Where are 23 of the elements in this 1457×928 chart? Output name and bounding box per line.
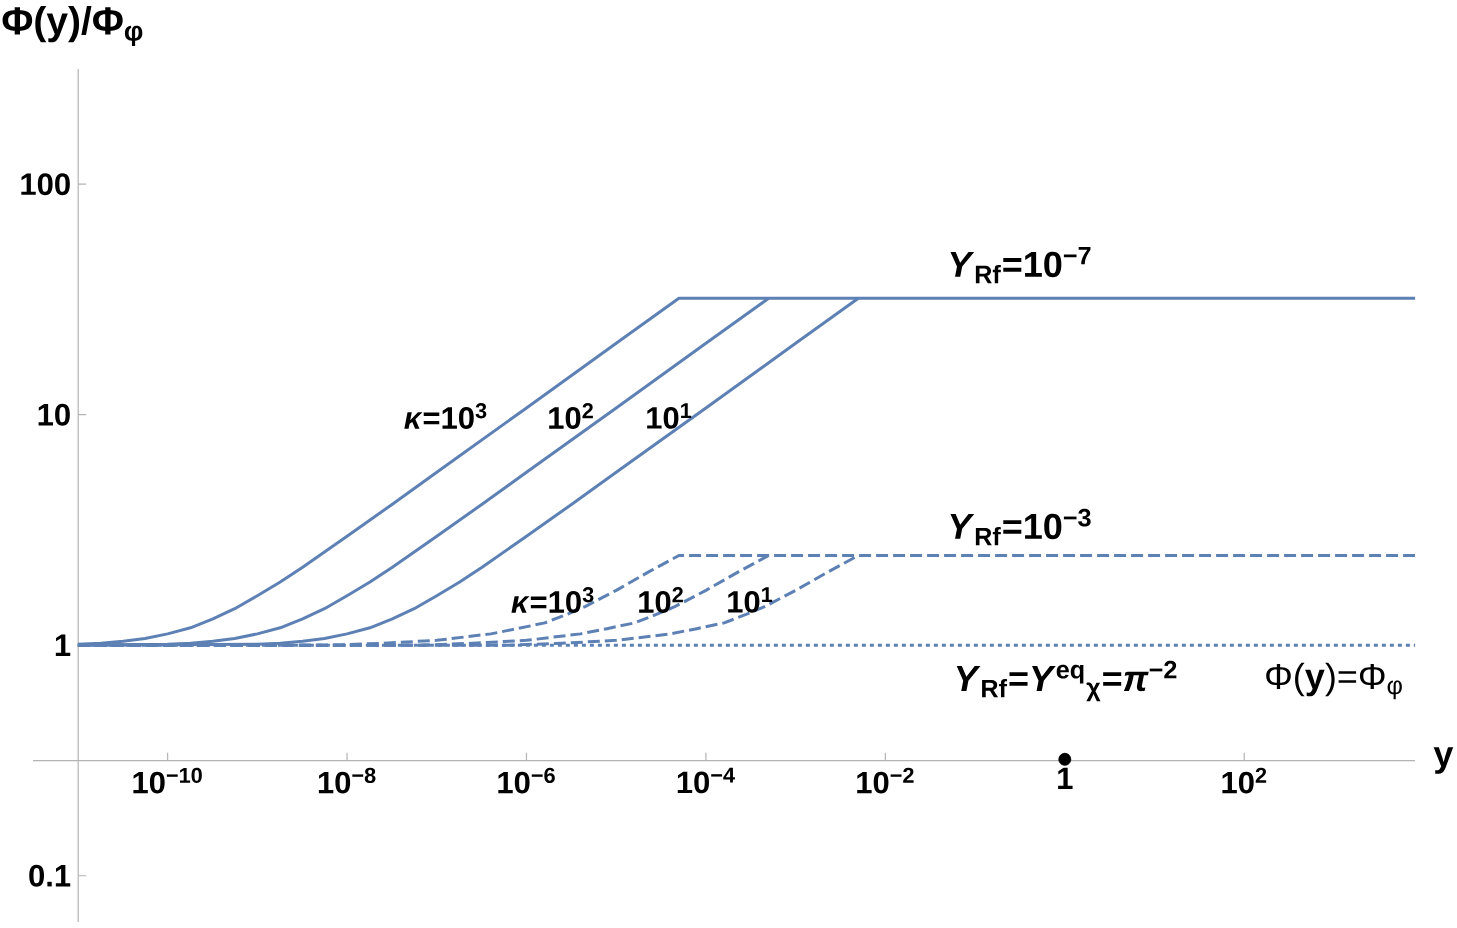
annotation: 10$^{2}$ bbox=[639, 587, 683, 613]
annotation: κ=10$^{3}$ bbox=[511, 587, 594, 613]
y-tick-label: 0.1 bbox=[29, 864, 71, 887]
y-tick-label: 10 bbox=[38, 403, 70, 426]
annotation: Y$_{Rf}$=10$^{−3}$ bbox=[950, 508, 1091, 546]
annotation: 10$^{1}$ bbox=[647, 403, 692, 429]
x-tick-label: 10$^{2}$ bbox=[1222, 767, 1267, 794]
annotation: 10$^{2}$ bbox=[549, 403, 593, 429]
x-tick-label: 10$^{−4}$ bbox=[677, 767, 735, 794]
y-axis-title: Φ(y)/Φ$_{φ}$ bbox=[2, 5, 143, 47]
annotation: κ=10$^{3}$ bbox=[404, 403, 487, 429]
x-tick-label: 10$^{−6}$ bbox=[498, 767, 555, 794]
y-tick-label: 1 bbox=[55, 634, 71, 656]
x-tick-label: 10$^{−2}$ bbox=[857, 767, 914, 794]
x-tick-label: 10$^{−10}$ bbox=[133, 767, 202, 794]
x-axis-title: y bbox=[1433, 747, 1454, 774]
annotation: Φ(y)=Φ$_{φ}$ bbox=[1266, 662, 1402, 700]
y-tick-label: 100 bbox=[21, 173, 70, 196]
text: Y$_{Rf}$=Y$^{eq}$$_{χ}$=π$^{−2}$ bbox=[956, 660, 1177, 702]
annotation: 10$^{1}$ bbox=[728, 587, 773, 613]
x-tick-label: 1 bbox=[1058, 767, 1073, 789]
x-tick-label: 10$^{−8}$ bbox=[318, 767, 376, 794]
annotation: Y$_{Rf}$=10$^{−7}$ bbox=[950, 246, 1091, 284]
